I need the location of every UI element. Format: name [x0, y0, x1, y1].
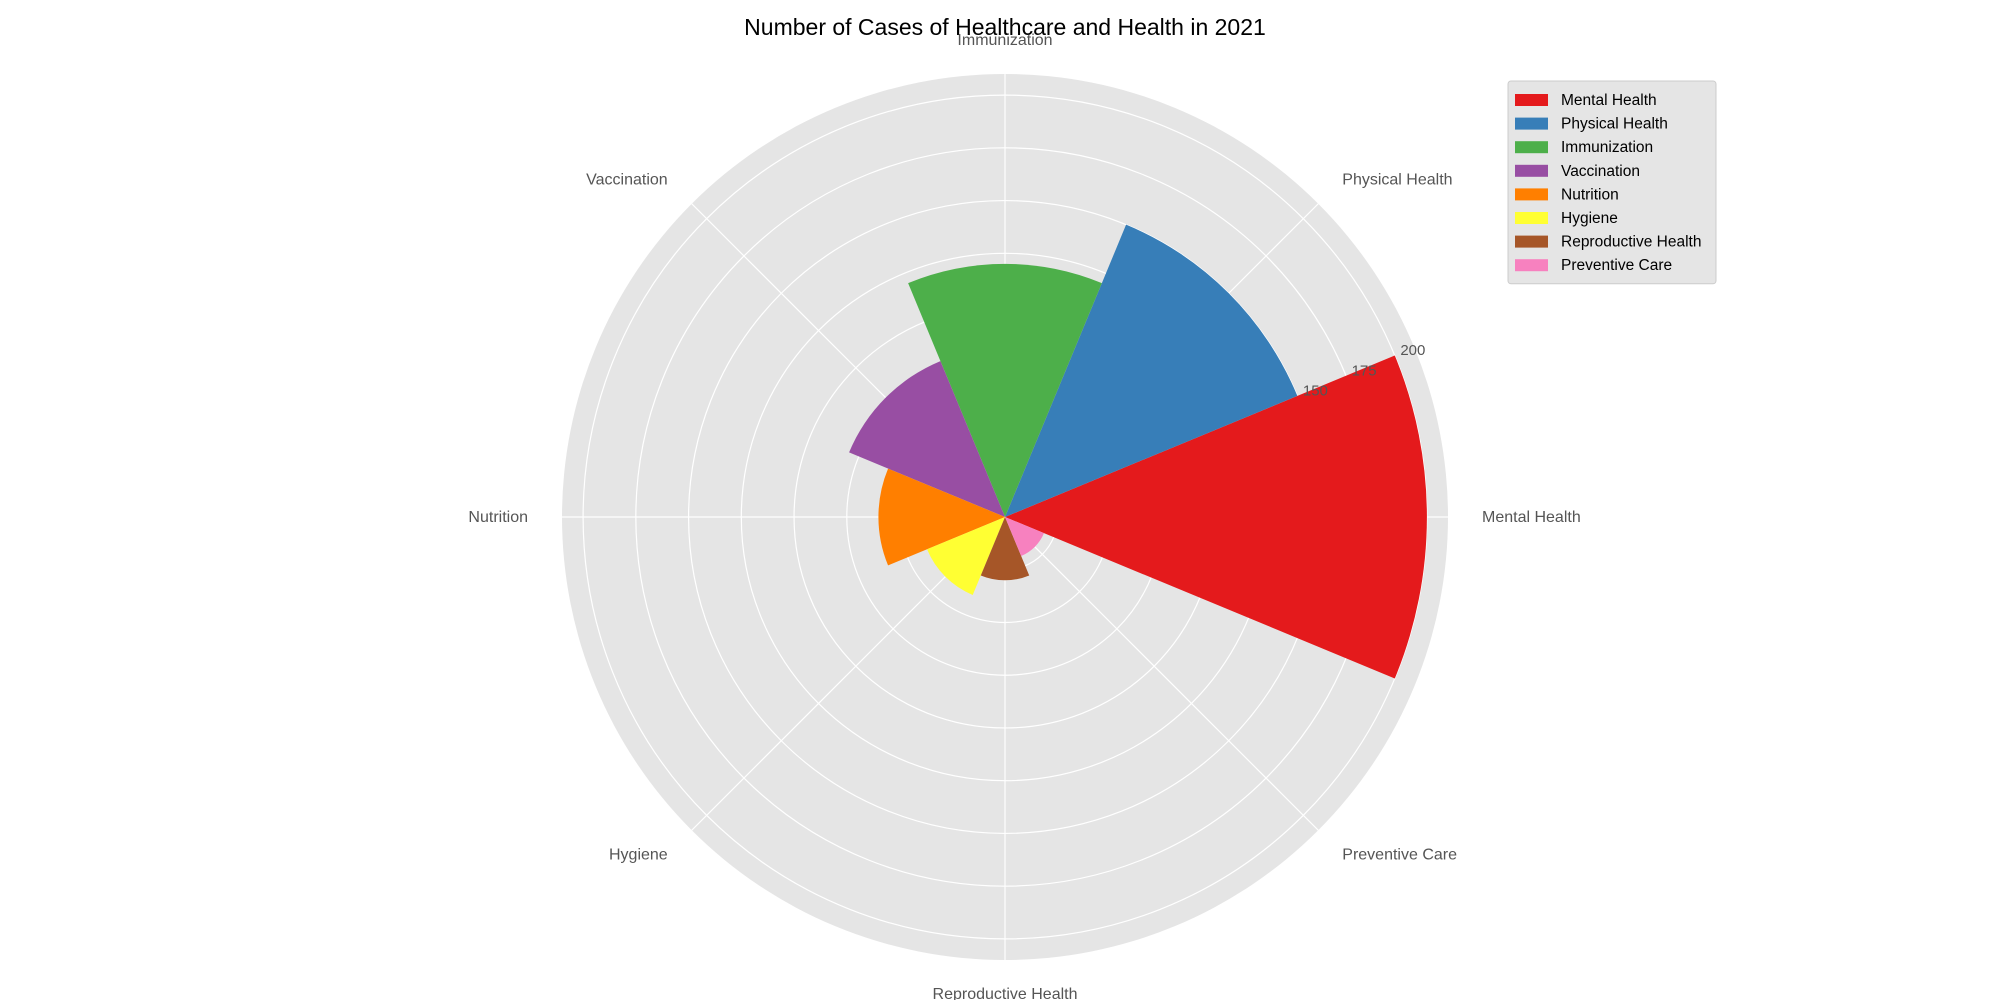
radial-tick-label: 175: [1352, 362, 1377, 379]
legend-label-preventive-care: Preventive Care: [1561, 257, 1672, 274]
chart-title: Number of Cases of Healthcare and Health…: [744, 14, 1266, 40]
grid-spoke: [1004, 516, 1319, 831]
bar-mental-health: [1005, 355, 1427, 679]
legend-swatch-mental-health: [1515, 94, 1548, 106]
legend-label-physical-health: Physical Health: [1561, 116, 1668, 133]
bar-hygiene: [927, 517, 1005, 595]
legend-swatch-nutrition: [1515, 188, 1548, 201]
bar-vaccination: [849, 361, 1005, 517]
bar-preventive-care: [1005, 517, 1044, 556]
legend-label-immunization: Immunization: [1561, 139, 1653, 156]
radial-tick-label: 150: [1303, 383, 1328, 400]
legend-swatch-reproductive-health: [1515, 235, 1548, 248]
category-label-vaccination: Vaccination: [586, 172, 668, 189]
legend-label-nutrition: Nutrition: [1561, 186, 1619, 203]
category-label-reproductive-health: Reproductive Health: [933, 986, 1078, 1000]
legend-label-mental-health: Mental Health: [1561, 92, 1657, 109]
bar-reproductive-health: [980, 517, 1030, 581]
bar-nutrition: [878, 468, 1005, 566]
legend-swatch-preventive-care: [1515, 259, 1548, 272]
legend-label-vaccination: Vaccination: [1561, 163, 1640, 180]
category-label-hygiene: Hygiene: [609, 846, 668, 863]
category-labels: Mental Health Physical Health Immunization…: [468, 32, 1580, 1000]
legend: Mental Health Physical Health Immunization…: [1507, 80, 1717, 285]
bar-physical-health: [1005, 224, 1298, 517]
category-label-physical-health: Physical Health: [1342, 172, 1452, 189]
bar-immunization: [908, 263, 1102, 517]
bars-layer: [849, 224, 1427, 679]
legend-label-reproductive-health: Reproductive Health: [1561, 234, 1701, 251]
legend-label-hygiene: Hygiene: [1561, 210, 1618, 227]
legend-swatch-vaccination: [1515, 164, 1548, 177]
category-label-nutrition: Nutrition: [468, 509, 528, 526]
category-label-immunization: Immunization: [957, 32, 1052, 49]
legend-box: [1507, 80, 1717, 285]
legend-swatch-immunization: [1515, 141, 1548, 154]
radial-tick-label: 200: [1400, 342, 1425, 359]
legend-swatch-hygiene: [1515, 212, 1548, 224]
radial-tick-labels: 150 175 200: [1303, 342, 1425, 399]
legend-swatch-physical-health: [1515, 117, 1548, 130]
category-label-mental-health: Mental Health: [1482, 509, 1581, 526]
category-label-preventive-care: Preventive Care: [1342, 846, 1457, 863]
